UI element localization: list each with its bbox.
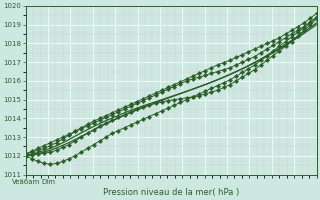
X-axis label: Pression niveau de la mer( hPa ): Pression niveau de la mer( hPa ) bbox=[103, 188, 239, 197]
